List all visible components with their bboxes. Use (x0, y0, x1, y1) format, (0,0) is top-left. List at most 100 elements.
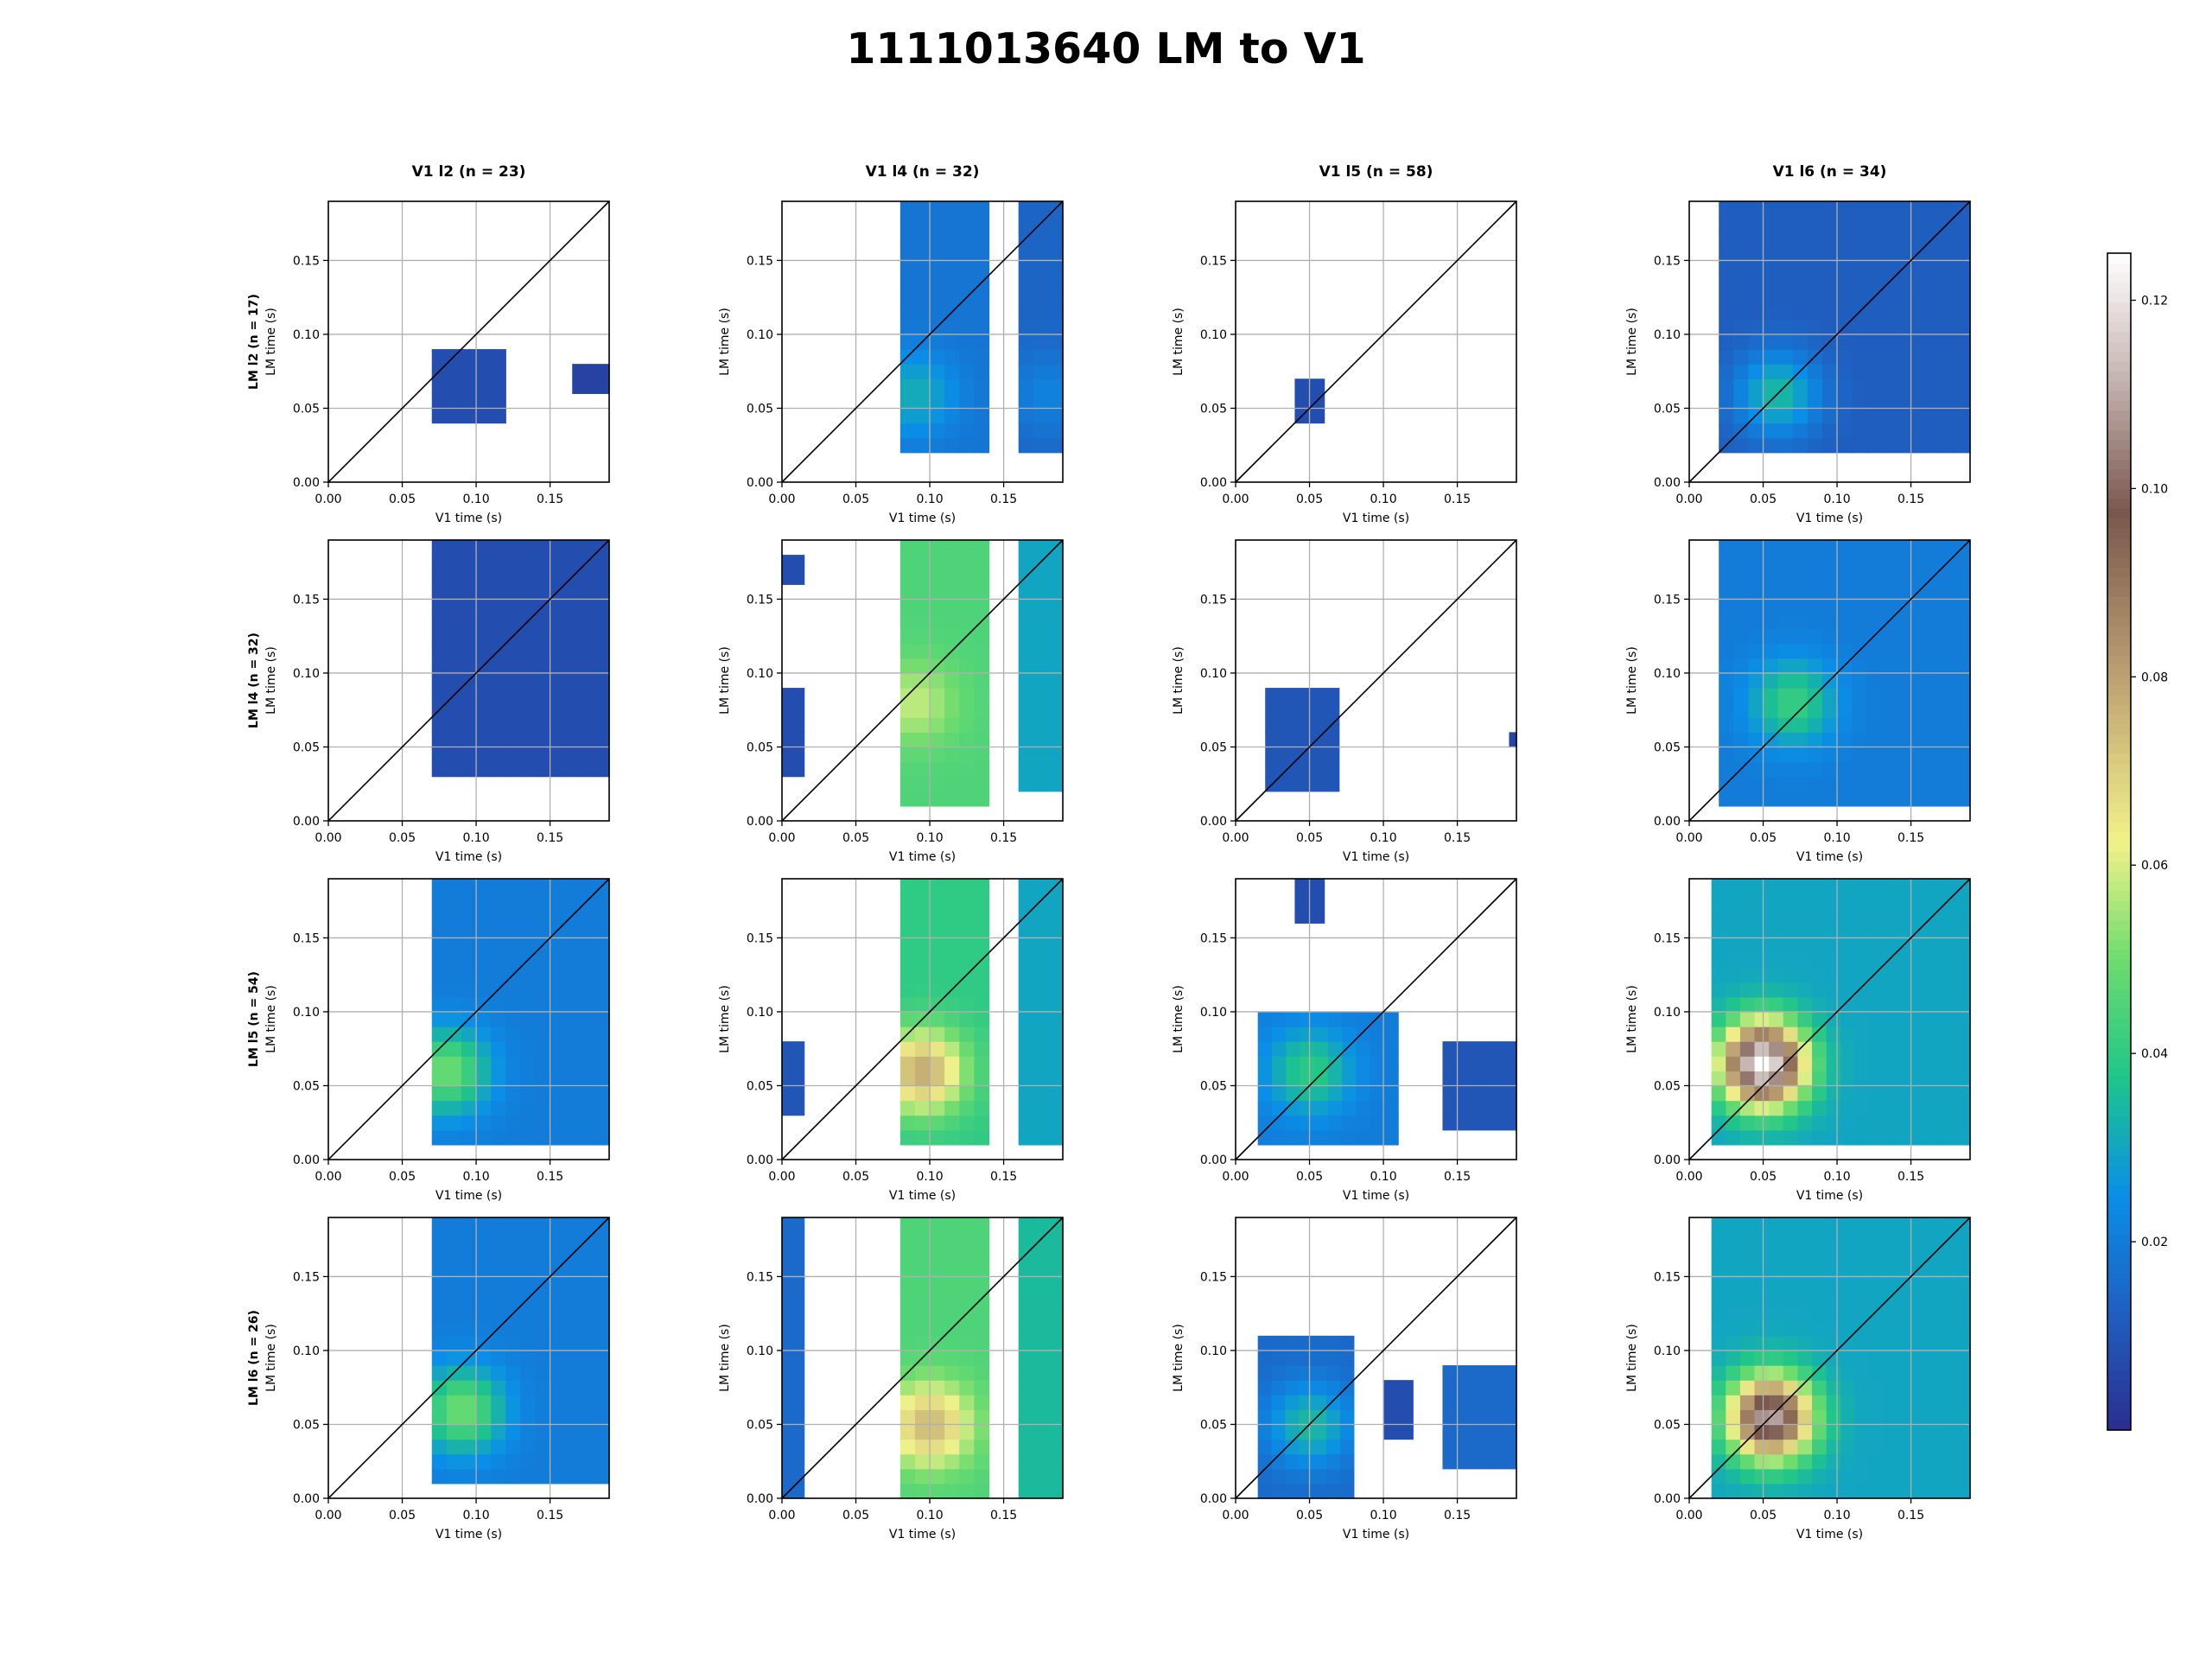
heat-cell (446, 1100, 462, 1116)
heat-cell (782, 761, 794, 778)
heat-cell (959, 1232, 975, 1248)
heat-cell (1748, 349, 1764, 365)
heat-cell (930, 275, 945, 291)
heat-cell (1854, 1115, 1871, 1131)
heat-cell (792, 1100, 805, 1116)
heat-cell (1777, 349, 1794, 365)
heat-cell (1941, 1306, 1956, 1322)
heat-cell (1313, 1350, 1327, 1366)
x-axis-label: V1 time (s) (1796, 1528, 1863, 1541)
heat-cell (959, 1276, 975, 1293)
heat-cell (476, 628, 492, 645)
x-axis-label: V1 time (s) (1796, 1189, 1863, 1203)
colorbar-segment (2107, 919, 2131, 931)
heat-cell (1748, 761, 1764, 778)
heat-cell (1018, 1232, 1034, 1248)
heat-cell (1881, 643, 1897, 659)
heat-cell (899, 1247, 916, 1262)
heat-cell (550, 967, 566, 983)
heat-cell (1955, 216, 1971, 232)
heat-cell (1955, 231, 1971, 246)
heat-cell (1733, 364, 1750, 379)
heat-cell (1807, 791, 1823, 807)
heat-cell (1033, 275, 1049, 291)
heat-cell (564, 643, 581, 659)
heat-cell (959, 908, 975, 924)
heat-cell (461, 1306, 477, 1322)
heat-cell (1763, 599, 1779, 615)
heat-cell (594, 1027, 610, 1042)
heat-cell (491, 1041, 506, 1057)
heat-cell (974, 304, 990, 321)
heat-cell (1897, 1071, 1914, 1087)
heat-cell (914, 938, 931, 954)
heat-cell (579, 1365, 595, 1381)
heat-cell (1955, 776, 1971, 792)
heat-cell (520, 599, 537, 615)
heat-cell (974, 732, 990, 748)
heat-cell (594, 613, 610, 630)
heat-cell (491, 952, 506, 969)
heat-cell (461, 364, 477, 379)
heat-cell (1955, 1027, 1971, 1042)
heat-cell (431, 1306, 448, 1322)
heat-cell (1018, 1100, 1034, 1116)
heat-cell (1866, 672, 1882, 689)
heat-cell (446, 879, 462, 894)
heat-cell (1711, 1320, 1726, 1337)
heat-cell (1854, 893, 1871, 909)
heat-cell (1897, 879, 1914, 894)
heat-cell (1854, 1027, 1871, 1042)
heat-cell (1711, 1409, 1726, 1426)
heat-cell (1912, 1085, 1928, 1102)
heat-cell (1719, 201, 1734, 217)
heat-cell (1783, 1320, 1799, 1337)
heat-cell (1018, 1409, 1034, 1426)
heat-cell (446, 364, 462, 379)
heat-cell (1797, 1395, 1813, 1410)
heat-cell (1852, 319, 1867, 335)
heat-cell (1047, 761, 1064, 778)
heat-cell (594, 952, 610, 969)
heat-cell (1884, 893, 1899, 909)
heat-cell (550, 732, 566, 748)
heat-cell (1826, 1483, 1841, 1499)
heat-cell (1896, 408, 1912, 424)
heat-cell (1792, 245, 1808, 262)
heat-cell (505, 1115, 521, 1131)
heat-cell (959, 1071, 975, 1087)
heat-cell (1869, 1365, 1885, 1381)
heat-cell (974, 437, 990, 454)
heat-cell (505, 1217, 521, 1233)
heat-cell (564, 717, 581, 733)
heat-cell (959, 1115, 975, 1131)
heat-cell (579, 1335, 595, 1351)
heat-cell (974, 1027, 990, 1042)
heat-cell (1309, 879, 1325, 894)
heat-cell (431, 1217, 448, 1233)
heat-cell (914, 1129, 931, 1146)
heat-cell (564, 1056, 581, 1071)
heat-cell (1047, 908, 1064, 924)
heat-cell (1940, 201, 1956, 217)
heat-cell (1940, 231, 1956, 246)
heat-cell (461, 879, 477, 894)
heat-cell (1912, 1232, 1928, 1248)
heat-cell (1955, 378, 1971, 394)
heat-cell (1754, 1100, 1770, 1116)
heat-cell (1339, 1483, 1355, 1499)
heat-cell (1047, 1085, 1064, 1102)
heat-cell (1783, 893, 1799, 909)
heat-cell (1457, 1409, 1473, 1426)
heat-cell (1370, 1115, 1385, 1131)
heat-cell (899, 1350, 916, 1366)
colorbar-segment (2107, 1312, 2131, 1323)
y-tick-label: 0.05 (747, 741, 773, 754)
heat-cell (1033, 1247, 1049, 1262)
heat-cell (1769, 1071, 1784, 1087)
heat-cell (944, 1011, 960, 1027)
heat-cell (1896, 791, 1912, 807)
heat-cell (1837, 717, 1853, 733)
heat-cell (535, 1424, 551, 1440)
heat-cell (1018, 1291, 1034, 1307)
